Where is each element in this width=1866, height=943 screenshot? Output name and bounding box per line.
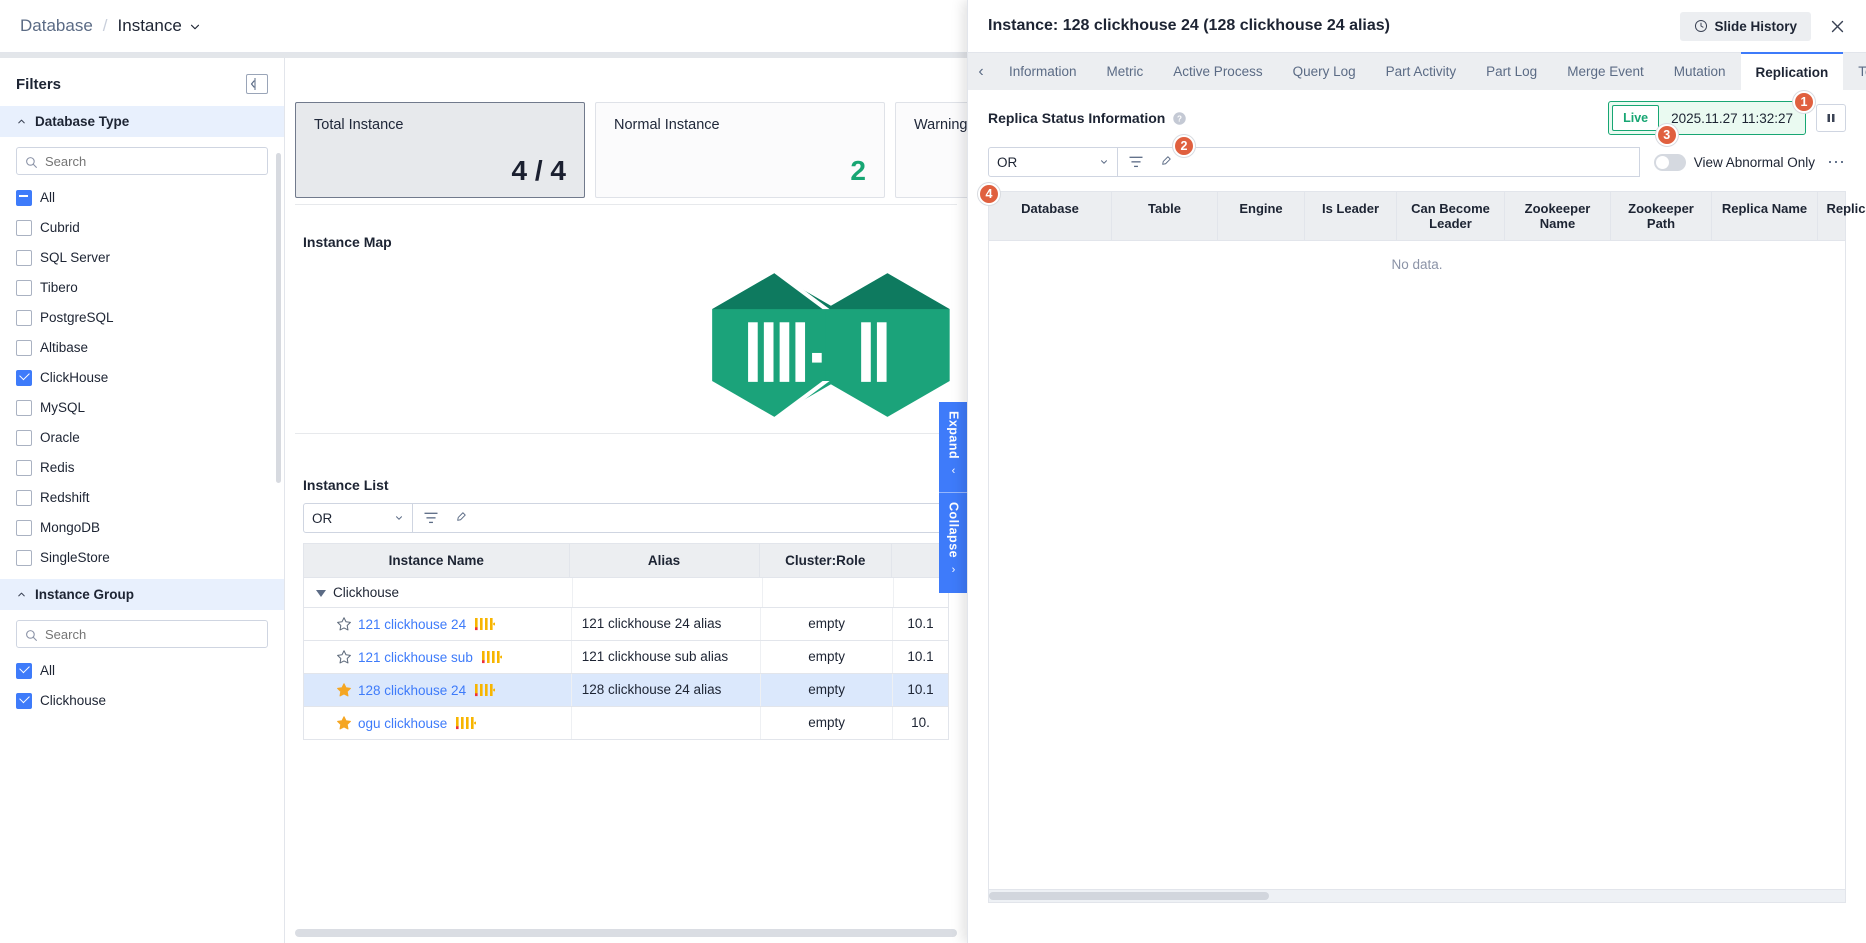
svg-text:?: ?	[1177, 114, 1182, 123]
